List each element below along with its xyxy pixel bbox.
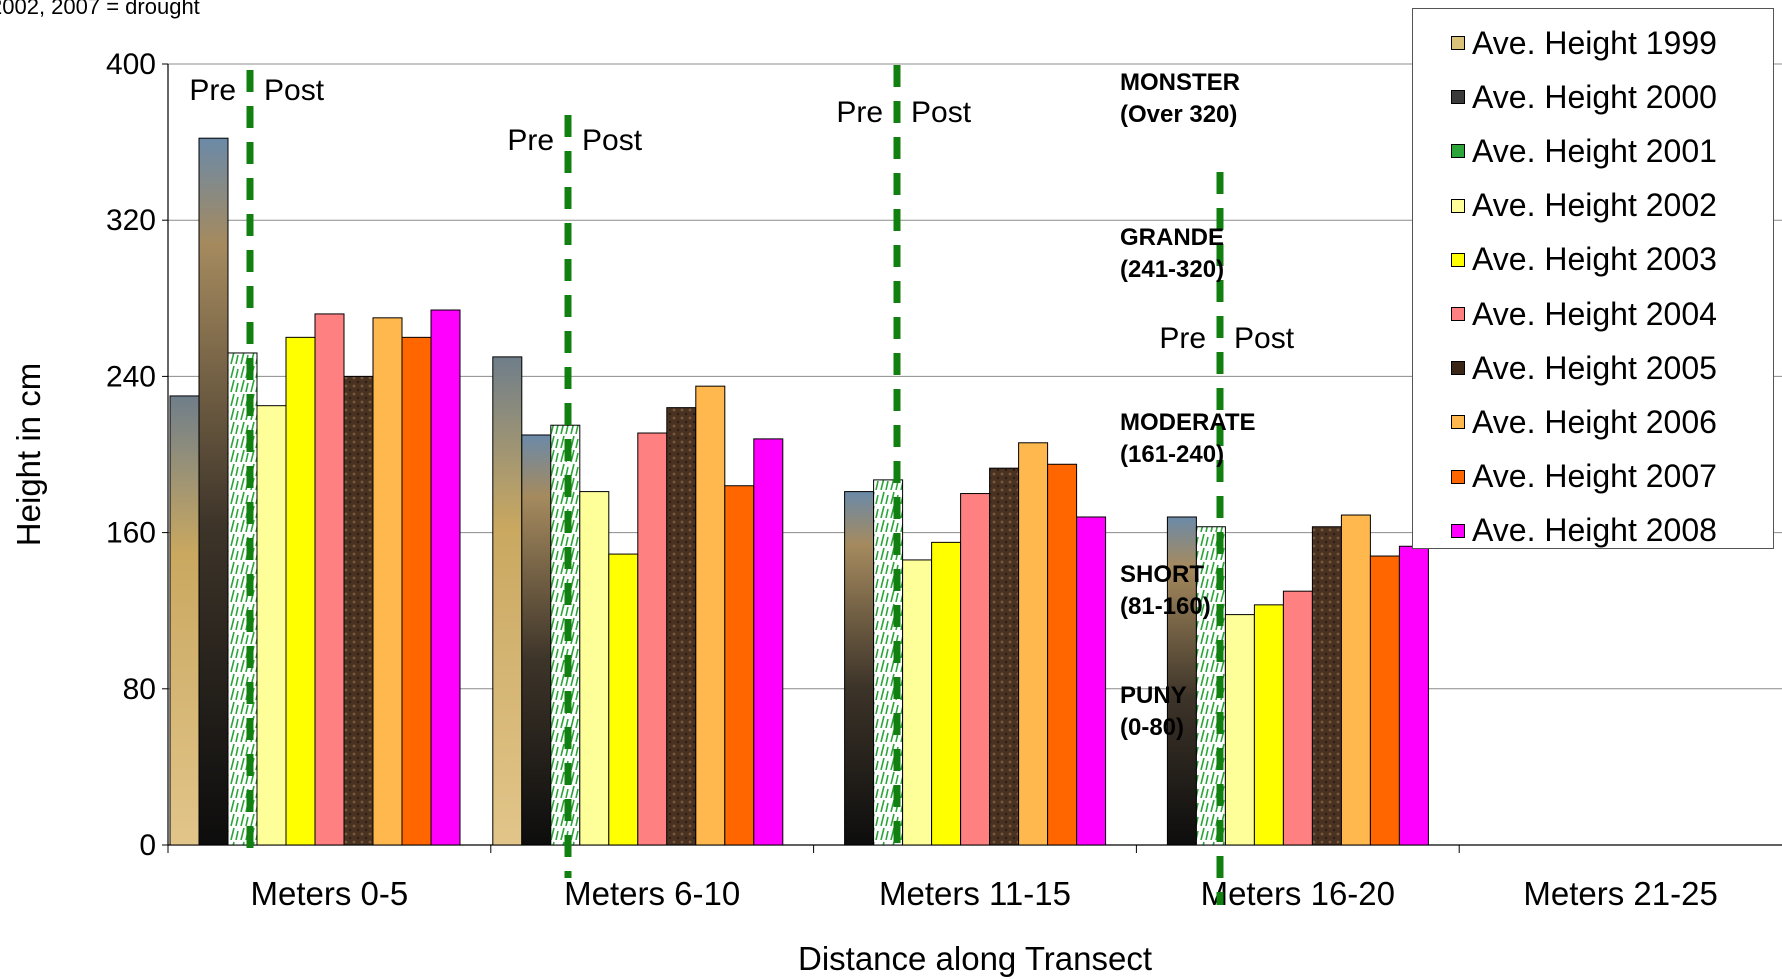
y-tick-label: 240 xyxy=(106,360,156,393)
bar xyxy=(256,405,287,846)
bar xyxy=(666,407,697,846)
bar xyxy=(1253,604,1284,846)
bar xyxy=(1282,590,1313,846)
legend-swatch xyxy=(1451,307,1465,321)
post-label: Post xyxy=(1234,322,1295,355)
legend-label: Ave. Height 2002 xyxy=(1472,187,1717,224)
bar xyxy=(401,336,432,846)
category-label: MODERATE xyxy=(1120,409,1256,436)
legend-item: Ave. Height 1999 xyxy=(1451,23,1717,63)
legend-label: Ave. Height 2000 xyxy=(1472,78,1717,115)
bar xyxy=(1369,555,1400,846)
legend-swatch xyxy=(1451,90,1465,105)
legend-label: Ave. Height 1999 xyxy=(1472,24,1717,61)
legend-label: Ave. Height 2007 xyxy=(1472,458,1717,495)
post-label: Post xyxy=(264,74,325,107)
legend-label: Ave. Height 2003 xyxy=(1472,241,1717,278)
legend-swatch xyxy=(1451,198,1465,213)
pre-label: Pre xyxy=(189,74,236,107)
category-label: SHORT xyxy=(1120,561,1204,588)
category-range-label: (161-240) xyxy=(1120,441,1224,468)
x-axis-title: Distance along Transect xyxy=(798,940,1152,977)
legend-swatch xyxy=(1451,361,1465,376)
legend-swatch xyxy=(1451,252,1465,267)
bar xyxy=(608,553,639,846)
bar xyxy=(902,559,933,846)
legend-label: Ave. Height 2005 xyxy=(1472,349,1717,386)
category-range-label: (Over 320) xyxy=(1120,101,1237,128)
bar xyxy=(343,375,374,846)
bar xyxy=(844,491,875,846)
bar xyxy=(169,395,200,846)
x-tick-label: Meters 11-15 xyxy=(879,875,1071,912)
legend-swatch xyxy=(1451,415,1465,430)
legend-label: Ave. Height 2006 xyxy=(1472,403,1717,440)
legend-item: Ave. Height 2006 xyxy=(1451,402,1717,442)
post-label: Post xyxy=(582,124,643,157)
legend-item: Ave. Height 2008 xyxy=(1451,511,1717,551)
bar xyxy=(492,356,523,846)
legend-swatch xyxy=(1451,523,1465,538)
bar xyxy=(521,434,552,846)
legend-swatch xyxy=(1451,36,1465,50)
category-range-label: (0-80) xyxy=(1120,714,1184,741)
bar xyxy=(695,385,726,846)
category-range-label: (81-160) xyxy=(1120,593,1211,620)
bar xyxy=(1018,442,1049,846)
y-tick-label: 400 xyxy=(106,48,156,81)
bar xyxy=(753,438,784,846)
pre-label: Pre xyxy=(1159,322,1206,355)
x-tick-label: Meters 6-10 xyxy=(564,875,740,912)
legend-item: Ave. Height 2005 xyxy=(1451,348,1717,388)
bar xyxy=(285,336,316,846)
bar xyxy=(198,137,229,846)
bar xyxy=(1340,514,1371,846)
legend-swatch xyxy=(1451,469,1465,484)
x-tick-label: Meters 21-25 xyxy=(1523,875,1717,912)
bar xyxy=(637,432,668,846)
pre-label: Pre xyxy=(507,124,554,157)
bar xyxy=(1076,516,1107,846)
category-label: PUNY xyxy=(1120,682,1187,709)
y-axis-title: Height in cm xyxy=(10,363,47,546)
bar xyxy=(724,485,755,846)
pre-label: Pre xyxy=(836,96,883,129)
post-label: Post xyxy=(911,96,972,129)
bar xyxy=(1398,545,1429,846)
bar xyxy=(960,493,991,846)
drought-note: 2002, 2007 = drought xyxy=(0,0,200,19)
x-tick-label: Meters 16-20 xyxy=(1201,875,1395,912)
y-tick-label: 320 xyxy=(106,204,156,237)
bar xyxy=(314,313,345,846)
bar xyxy=(372,317,403,846)
legend-item: Ave. Height 2002 xyxy=(1451,186,1717,226)
bar xyxy=(1224,614,1255,846)
legend-item: Ave. Height 2004 xyxy=(1451,294,1717,334)
bar xyxy=(430,309,461,846)
legend-item: Ave. Height 2000 xyxy=(1451,77,1717,117)
legend-item: Ave. Height 2003 xyxy=(1451,240,1717,280)
bar xyxy=(931,541,962,846)
bar xyxy=(989,467,1020,846)
y-tick-label: 160 xyxy=(106,517,156,550)
legend-item: Ave. Height 2001 xyxy=(1451,131,1717,171)
bar xyxy=(1166,516,1197,846)
category-label: GRANDE xyxy=(1120,224,1224,251)
bar xyxy=(579,491,610,846)
legend-label: Ave. Height 2004 xyxy=(1472,295,1717,332)
legend-item: Ave. Height 2007 xyxy=(1451,457,1717,497)
y-tick-label: 0 xyxy=(139,829,156,862)
legend-label: Ave. Height 2008 xyxy=(1472,512,1717,549)
category-label: MONSTER xyxy=(1120,69,1240,96)
legend-swatch xyxy=(1451,144,1465,159)
bar xyxy=(1311,526,1342,846)
bar xyxy=(1047,463,1078,846)
legend: Ave. Height 1999 Ave. Height 2000 Ave. Hei… xyxy=(1412,8,1774,549)
legend-label: Ave. Height 2001 xyxy=(1472,132,1717,169)
x-tick-label: Meters 0-5 xyxy=(251,875,409,912)
category-range-label: (241-320) xyxy=(1120,256,1224,283)
y-tick-label: 80 xyxy=(123,673,156,706)
